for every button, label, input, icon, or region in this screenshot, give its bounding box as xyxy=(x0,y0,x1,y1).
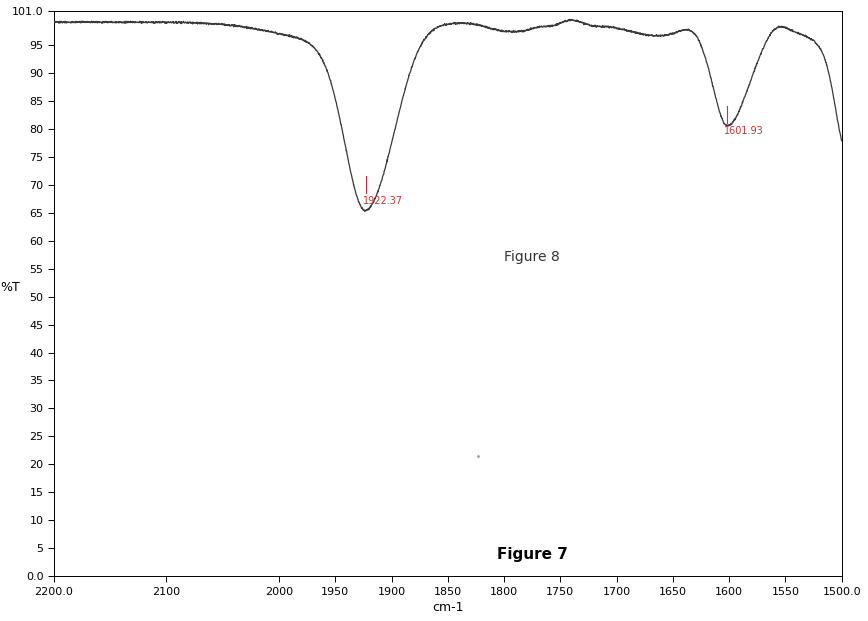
Text: 1601.93: 1601.93 xyxy=(724,125,763,136)
Y-axis label: %T: %T xyxy=(1,281,20,294)
Text: Figure 7: Figure 7 xyxy=(496,546,568,561)
Text: Figure 8: Figure 8 xyxy=(504,250,560,265)
X-axis label: cm-1: cm-1 xyxy=(432,601,464,614)
Text: 1922.37: 1922.37 xyxy=(363,196,403,206)
